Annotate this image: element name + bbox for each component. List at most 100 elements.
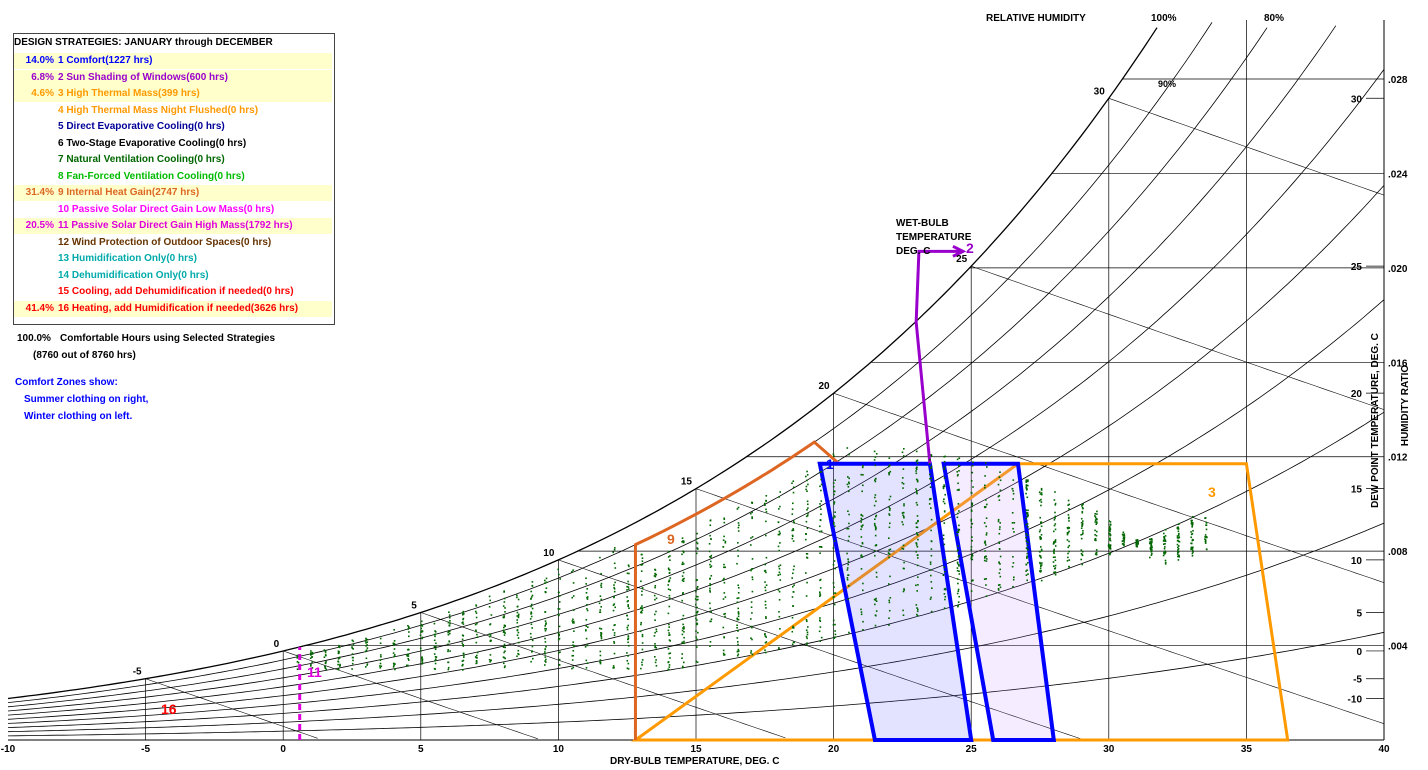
data-point: [958, 528, 961, 531]
data-point: [572, 595, 575, 597]
data-point: [613, 595, 615, 598]
data-point: [559, 578, 561, 580]
data-point: [956, 549, 959, 551]
data-point: [1109, 537, 1111, 540]
wetbulb-line: [420, 612, 786, 739]
data-point: [1108, 532, 1110, 535]
data-point: [613, 562, 616, 565]
data-point: [1176, 540, 1179, 542]
data-point: [724, 615, 726, 618]
data-point: [888, 599, 890, 602]
legend-item-pct: 20.5%: [25, 220, 54, 231]
data-point: [545, 628, 547, 630]
data-point: [1094, 521, 1097, 523]
data-point: [613, 586, 615, 589]
data-point: [778, 549, 780, 552]
data-point: [917, 557, 919, 559]
data-point: [1026, 579, 1028, 582]
data-point: [627, 636, 630, 638]
data-point: [874, 479, 876, 481]
data-point: [846, 447, 849, 449]
data-point: [958, 565, 960, 567]
data-point: [958, 488, 960, 491]
data-point: [681, 618, 684, 620]
data-point: [586, 598, 589, 600]
data-point: [639, 630, 642, 633]
data-point: [668, 632, 670, 634]
data-point: [627, 618, 629, 620]
legend-item-label: 6 Two-Stage Evaporative Cooling(0 hrs): [58, 137, 247, 149]
data-point: [832, 619, 835, 622]
data-point: [502, 631, 505, 633]
data-point: [572, 644, 574, 646]
data-point: [860, 525, 863, 527]
data-point: [557, 613, 560, 616]
data-point: [667, 612, 670, 615]
data-point: [1040, 538, 1042, 540]
data-point: [709, 641, 712, 643]
data-point: [1066, 533, 1069, 536]
x-axis-title: DRY-BULB TEMPERATURE, DEG. C: [610, 756, 780, 767]
data-point: [1164, 528, 1167, 531]
data-point: [668, 652, 670, 655]
data-point: [750, 618, 752, 620]
data-point: [600, 636, 603, 638]
data-point: [435, 642, 437, 645]
data-point: [737, 643, 739, 646]
data-point: [997, 495, 1000, 498]
data-point: [848, 631, 850, 634]
data-point: [530, 605, 532, 608]
data-point: [834, 636, 836, 638]
data-point: [1081, 554, 1084, 557]
data-point: [1123, 534, 1126, 537]
data-point: [944, 598, 946, 601]
data-point: [1040, 565, 1042, 568]
data-point: [930, 548, 933, 550]
data-point: [654, 631, 656, 634]
data-point: [683, 636, 685, 639]
data-point: [764, 633, 766, 636]
data-point: [1052, 556, 1055, 559]
data-point: [641, 563, 644, 566]
data-point: [339, 664, 341, 666]
data-point: [1150, 551, 1153, 553]
data-point: [654, 619, 656, 621]
data-point: [600, 632, 602, 634]
data-point: [875, 477, 877, 480]
data-point: [792, 626, 794, 629]
data-point: [971, 505, 973, 508]
data-point: [806, 527, 809, 530]
data-point: [324, 665, 326, 668]
data-point: [930, 529, 932, 532]
data-point: [681, 563, 683, 566]
data-point: [833, 515, 836, 517]
data-point: [1067, 499, 1070, 502]
x-tick-label: 35: [1241, 744, 1253, 755]
data-point: [722, 579, 724, 581]
data-point: [517, 626, 519, 628]
data-point: [1027, 484, 1029, 487]
data-point: [421, 625, 424, 627]
data-point: [1080, 549, 1083, 551]
data-point: [682, 614, 685, 617]
data-point: [366, 641, 369, 643]
data-point: [709, 620, 711, 623]
data-point: [820, 478, 822, 481]
data-point: [737, 592, 740, 594]
data-point: [640, 607, 643, 610]
data-point: [1162, 554, 1165, 557]
data-point: [351, 639, 354, 642]
dewpoint-tick-label: 20: [1351, 389, 1363, 400]
data-point: [379, 659, 382, 661]
data-point: [474, 610, 477, 613]
data-point: [475, 616, 478, 619]
data-point: [915, 460, 918, 463]
data-point: [764, 649, 766, 651]
legend-item: 6.8% 2 Sun Shading of Windows(600 hrs): [14, 69, 332, 86]
data-point: [475, 641, 478, 644]
data-point: [805, 595, 808, 597]
data-point: [848, 477, 850, 480]
data-point: [709, 583, 711, 585]
data-point: [585, 629, 587, 631]
data-point: [1094, 534, 1096, 536]
